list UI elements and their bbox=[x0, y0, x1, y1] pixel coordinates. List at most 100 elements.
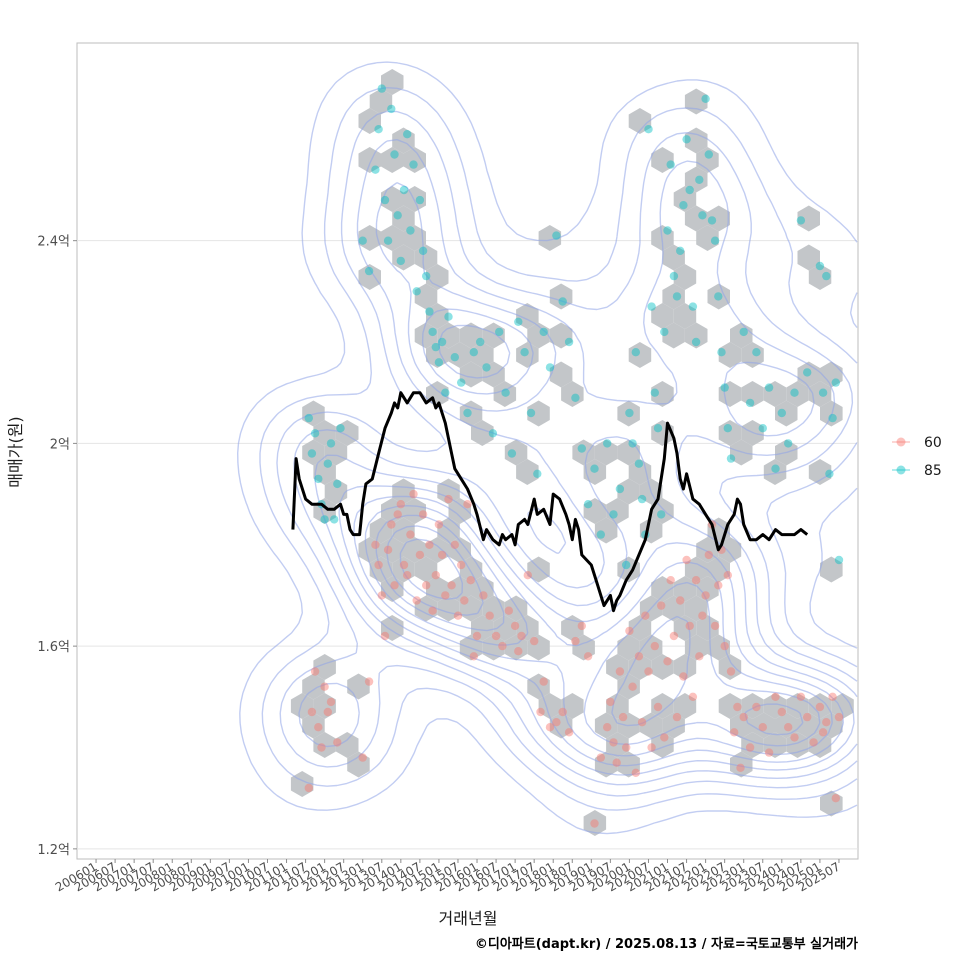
data-point-85 bbox=[409, 160, 418, 169]
hexbin-cell bbox=[707, 205, 730, 232]
data-point-85 bbox=[539, 327, 548, 337]
data-point-60 bbox=[310, 667, 320, 676]
data-point-60 bbox=[758, 723, 767, 732]
hexbin-cell bbox=[673, 693, 697, 719]
data-point-85 bbox=[314, 474, 323, 484]
hexbin-cell bbox=[673, 576, 697, 602]
data-point-60 bbox=[498, 641, 507, 651]
hexbin-cell bbox=[662, 244, 685, 271]
hexbin-cell bbox=[617, 751, 640, 778]
data-point-60 bbox=[383, 545, 393, 554]
hexbin-cell bbox=[786, 732, 809, 758]
data-point-60 bbox=[444, 494, 453, 504]
data-point-60 bbox=[453, 611, 463, 620]
hexbin-cell bbox=[572, 439, 595, 466]
hexbin-cell bbox=[617, 673, 640, 700]
hexbin-cell bbox=[684, 595, 708, 622]
data-point-60 bbox=[434, 520, 444, 529]
data-point-60 bbox=[304, 783, 313, 793]
hexbin-cell bbox=[527, 400, 550, 427]
hexbin-cell bbox=[459, 322, 483, 349]
hexbin-cell bbox=[662, 283, 685, 310]
data-point-60 bbox=[545, 723, 555, 732]
data-point-85 bbox=[463, 408, 472, 418]
data-point-60 bbox=[320, 682, 329, 691]
data-point-85 bbox=[771, 464, 780, 473]
data-point-60 bbox=[460, 596, 469, 605]
hexbin-cell bbox=[696, 225, 719, 251]
data-point-60 bbox=[803, 712, 812, 722]
data-point-60 bbox=[577, 621, 586, 631]
hexbin-cell bbox=[437, 322, 460, 349]
hexbin-cell bbox=[628, 342, 652, 368]
y-tick-label: 2억 bbox=[50, 437, 70, 452]
data-point-60 bbox=[583, 652, 593, 661]
hexbin-cell bbox=[673, 264, 697, 290]
data-point-85 bbox=[596, 530, 605, 539]
y-axis-title: 매매가(원) bbox=[6, 416, 25, 487]
hexbin-cell bbox=[324, 439, 348, 466]
data-point-85 bbox=[603, 439, 612, 448]
hexbin-cell bbox=[493, 615, 517, 641]
legend: 60 85 bbox=[892, 435, 942, 479]
hexbin-cell bbox=[797, 244, 820, 271]
data-point-60 bbox=[777, 707, 786, 717]
data-point-60 bbox=[425, 540, 434, 549]
contour-line bbox=[276, 110, 858, 797]
density-contours bbox=[237, 61, 858, 835]
data-point-85 bbox=[371, 165, 380, 174]
hexbin-cell bbox=[617, 478, 640, 505]
hexbin-cell bbox=[302, 712, 325, 739]
legend-label: 60 bbox=[924, 435, 942, 451]
data-point-85 bbox=[387, 104, 396, 114]
data-point-85 bbox=[564, 337, 574, 347]
hexbin-cell bbox=[459, 400, 483, 427]
moving-average-path bbox=[291, 391, 809, 613]
data-point-60 bbox=[784, 723, 793, 732]
data-point-60 bbox=[695, 652, 704, 661]
data-point-60 bbox=[431, 571, 440, 580]
data-point-60 bbox=[730, 728, 739, 737]
data-point-85 bbox=[533, 469, 542, 478]
hexbin-cell bbox=[313, 654, 336, 680]
data-point-85 bbox=[672, 292, 682, 301]
data-point-85 bbox=[698, 211, 707, 220]
hexbin-cell bbox=[617, 634, 640, 661]
contour-line bbox=[399, 538, 463, 600]
data-point-60 bbox=[663, 657, 672, 666]
data-point-85 bbox=[679, 201, 688, 210]
data-point-85 bbox=[304, 413, 313, 423]
data-point-85 bbox=[520, 348, 529, 357]
data-point-60 bbox=[428, 606, 437, 615]
hexbin-cell bbox=[538, 225, 562, 251]
data-point-85 bbox=[628, 439, 637, 448]
data-point-60 bbox=[307, 707, 317, 717]
contour-line bbox=[386, 525, 484, 616]
hexbin-cell bbox=[549, 322, 573, 349]
hexbin-cell bbox=[651, 147, 674, 173]
data-point-60 bbox=[736, 763, 745, 772]
data-point-60 bbox=[457, 560, 466, 570]
data-point-85 bbox=[834, 555, 844, 565]
x-axis-title: 거래년월 bbox=[439, 909, 498, 928]
data-point-60 bbox=[374, 560, 383, 570]
data-point-85 bbox=[710, 236, 720, 245]
data-point-60 bbox=[530, 636, 539, 646]
contour-line bbox=[375, 514, 804, 736]
hexbin-cell bbox=[561, 693, 584, 719]
hexbin-cell bbox=[797, 205, 820, 232]
data-point-60 bbox=[660, 733, 669, 742]
hexbin-cell bbox=[628, 615, 652, 641]
data-point-60 bbox=[796, 692, 806, 701]
hexbin-cell bbox=[583, 810, 607, 836]
data-point-85 bbox=[695, 175, 704, 184]
hexbin-cell bbox=[471, 420, 494, 446]
data-point-85 bbox=[336, 424, 345, 433]
data-point-85 bbox=[469, 348, 478, 357]
hexbin-cell bbox=[763, 693, 787, 719]
data-point-85 bbox=[796, 216, 806, 225]
data-point-85 bbox=[558, 297, 567, 306]
data-point-60 bbox=[691, 576, 701, 585]
data-point-85 bbox=[745, 398, 755, 408]
hexbin-cell bbox=[651, 576, 674, 602]
